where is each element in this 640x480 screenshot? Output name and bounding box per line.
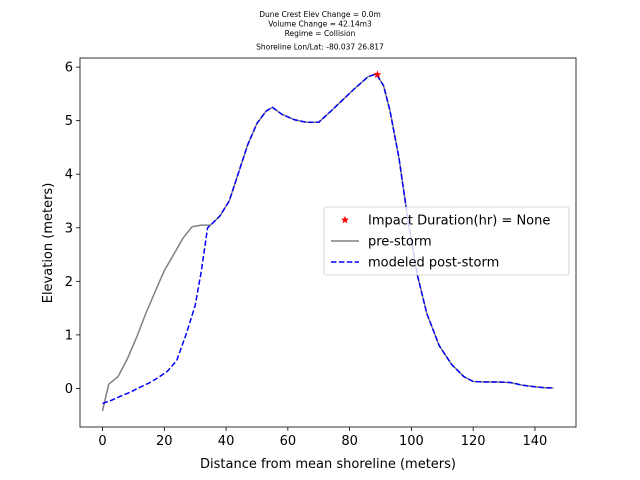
x-tick-label: 100 [399, 434, 424, 449]
legend: Impact Duration(hr) = None pre-storm model… [323, 206, 570, 276]
title-line-1: Dune Crest Elev Change = 0.0m [259, 10, 381, 19]
y-tick-label: 0 [65, 382, 73, 397]
x-tick-label: 40 [218, 434, 235, 449]
y-tick-label: 5 [65, 114, 73, 129]
y-tick-label: 3 [65, 221, 73, 236]
x-tick-label: 120 [461, 434, 486, 449]
x-axis: 0 20 40 60 80 100 120 140 [98, 427, 547, 449]
plot-frame [79, 57, 577, 428]
legend-box [323, 206, 570, 276]
x-tick-label: 0 [98, 434, 106, 449]
y-tick-label: 6 [65, 61, 73, 76]
marker-layer [373, 70, 382, 78]
x-tick-label: 60 [280, 434, 297, 449]
legend-label: pre-storm [368, 235, 432, 250]
post-storm-line [102, 73, 554, 405]
legend-marker-star [341, 215, 349, 224]
title-line-4: Shoreline Lon/Lat: -80.037 26.817 [256, 43, 384, 52]
impact-star-marker [373, 70, 382, 78]
y-axis: 0 1 2 3 4 5 6 [65, 61, 80, 397]
title-line-2: Volume Change = 42.14m3 [268, 20, 372, 29]
x-tick-label: 20 [156, 434, 173, 449]
y-tick-label: 1 [65, 328, 73, 343]
y-tick-label: 2 [65, 275, 73, 290]
title-line-3: Regime = Collision [285, 29, 356, 38]
x-axis-label: Distance from mean shoreline (meters) [200, 457, 456, 472]
x-tick-label: 80 [341, 434, 358, 449]
legend-label: Impact Duration(hr) = None [368, 214, 550, 229]
y-axis-label: Elevation (meters) [41, 183, 56, 304]
legend-label: modeled post-storm [368, 256, 499, 271]
series-layer [101, 73, 554, 412]
chart-title: Dune Crest Elev Change = 0.0m Volume Cha… [256, 10, 384, 52]
y-tick-label: 4 [65, 168, 73, 183]
x-tick-label: 140 [523, 434, 548, 449]
